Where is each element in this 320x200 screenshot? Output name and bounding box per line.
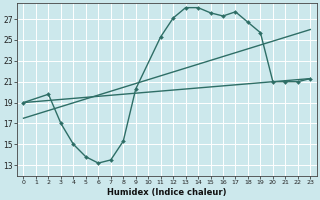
X-axis label: Humidex (Indice chaleur): Humidex (Indice chaleur) (107, 188, 227, 197)
